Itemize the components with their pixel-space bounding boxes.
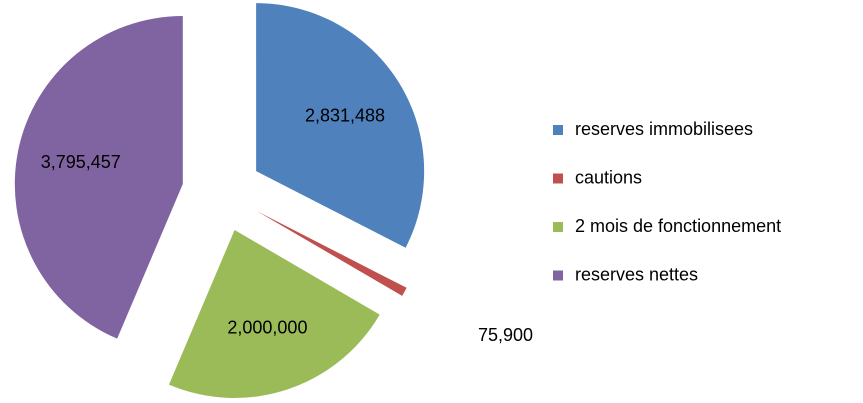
pie-slice xyxy=(257,211,407,296)
data-label: 2,000,000 xyxy=(227,318,307,338)
legend-swatch xyxy=(553,270,563,281)
data-label: 75,900 xyxy=(478,325,533,345)
legend-label: cautions xyxy=(575,167,642,187)
legend-label: reserves immobilisees xyxy=(575,119,753,139)
legend-swatch xyxy=(553,125,563,135)
legend-label: 2 mois de fonctionnement xyxy=(575,216,781,236)
data-label: 3,795,457 xyxy=(41,152,121,172)
legend-swatch xyxy=(553,173,563,184)
pie-slice xyxy=(256,3,425,248)
data-label: 2,831,488 xyxy=(305,106,385,126)
pie-slice xyxy=(168,229,380,398)
pie-slice xyxy=(14,16,183,339)
legend-label: reserves nettes xyxy=(575,264,698,284)
legend-swatch xyxy=(553,222,563,232)
